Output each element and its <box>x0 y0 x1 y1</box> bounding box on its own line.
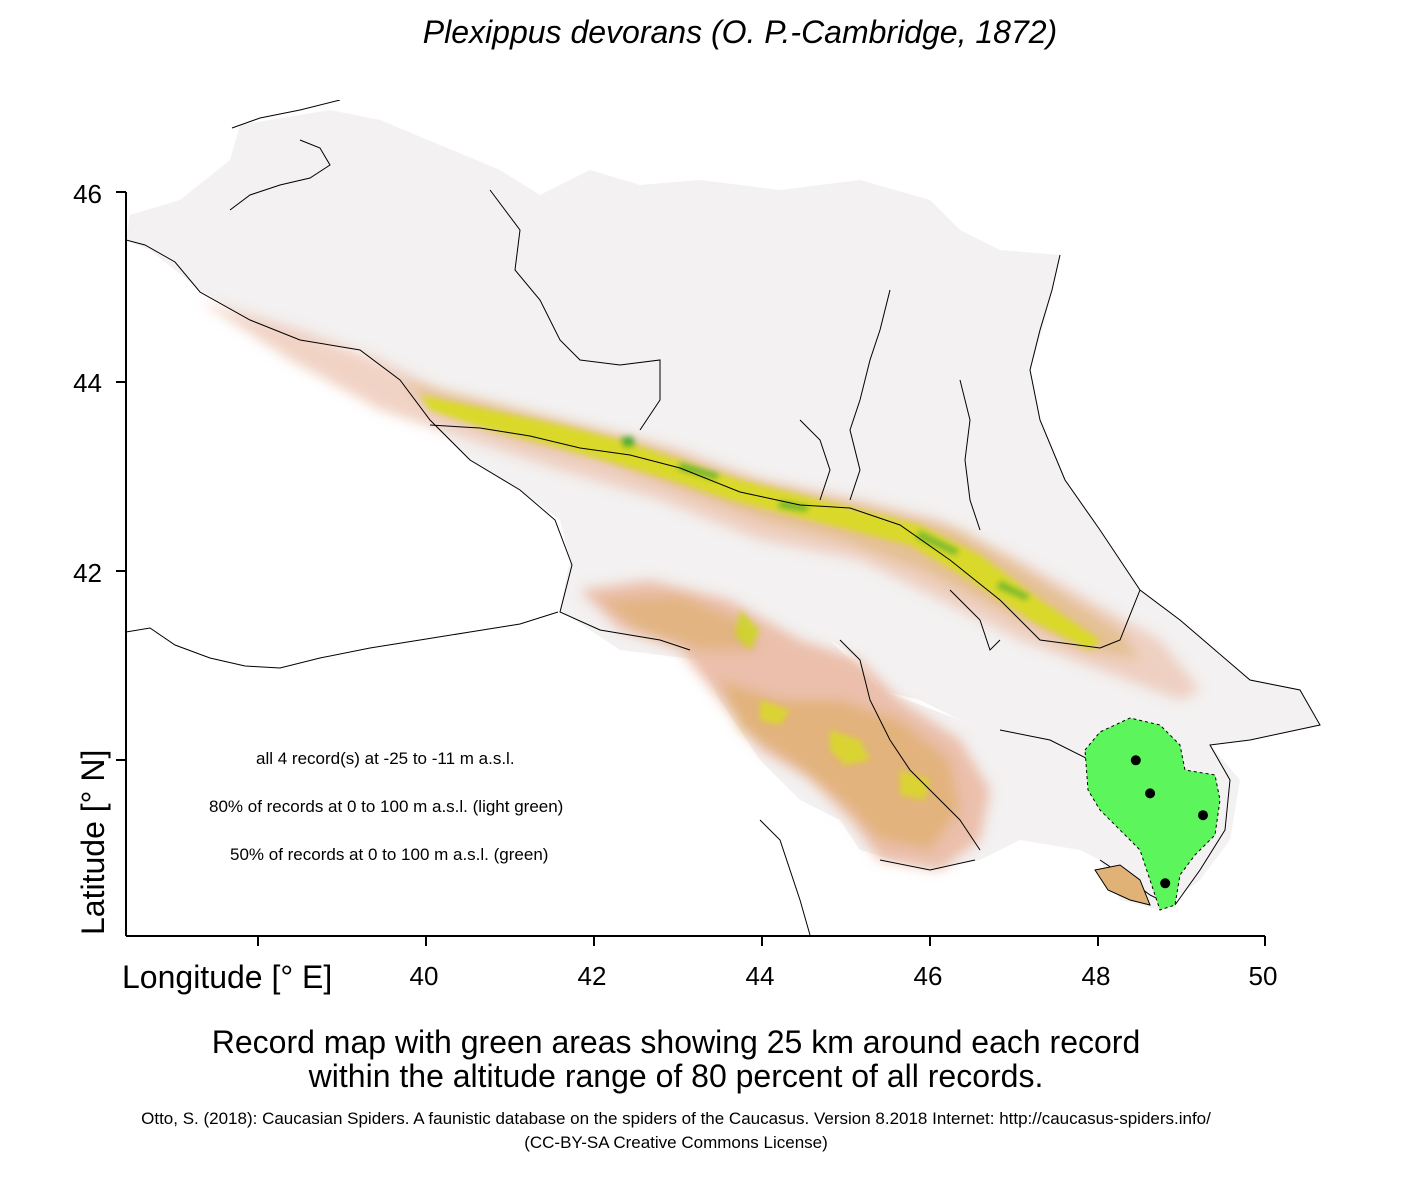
mountain-ridges <box>420 395 1100 800</box>
map-canvas <box>126 100 1321 936</box>
azov-coast <box>229 100 341 211</box>
black-sea-coast <box>126 239 691 651</box>
nakhchivan-border <box>879 859 976 871</box>
boundary-4 <box>799 419 831 501</box>
x-tick-40: 40 <box>410 961 439 991</box>
record-point <box>1198 810 1208 821</box>
record-point <box>1145 788 1156 799</box>
x-tick-46: 46 <box>914 961 943 991</box>
boundary-1 <box>489 189 661 431</box>
azerbaijan-border <box>999 729 1091 761</box>
legend-record-count: all 4 record(s) at -25 to -11 m a.s.l. <box>256 749 515 768</box>
caption-line-2: within the altitude range of 80 percent … <box>308 1058 1044 1094</box>
boundary-6 <box>1099 589 1141 649</box>
crimea-coast <box>126 611 559 669</box>
record-points <box>1130 755 1208 889</box>
y-axis-label: Latitude [° N] <box>75 750 111 935</box>
axes <box>116 191 1266 946</box>
record-point <box>1160 878 1171 889</box>
boundary-5 <box>949 589 1001 651</box>
x-tick-labels: 40 42 44 46 48 50 <box>410 961 1278 991</box>
legend-80-percent: 80% of records at 0 to 100 m a.s.l. (lig… <box>209 797 564 816</box>
armenia-border <box>839 639 981 851</box>
citation-line-1: Otto, S. (2018): Caucasian Spiders. A fa… <box>141 1109 1211 1128</box>
y-tick-labels: 46 44 42 <box>73 179 102 588</box>
record-area-south <box>1094 864 1151 906</box>
record-point <box>1130 755 1141 766</box>
legend-50-percent: 50% of records at 0 to 100 m a.s.l. (gre… <box>230 845 549 864</box>
boundary-3 <box>959 379 981 531</box>
turkey-border <box>759 819 811 936</box>
x-tick-50: 50 <box>1249 961 1278 991</box>
map-caption: Record map with green areas showing 25 k… <box>0 1025 1352 1093</box>
caspian-coast <box>1029 254 1321 906</box>
x-tick-44: 44 <box>746 961 775 991</box>
boundary-2 <box>849 289 891 501</box>
y-tick-44: 44 <box>73 368 102 398</box>
citation-line-2: (CC-BY-SA Creative Commons License) <box>524 1133 828 1152</box>
caption-line-1: Record map with green areas showing 25 k… <box>211 1024 1141 1060</box>
russia-georgia-border <box>429 424 1101 649</box>
y-tick-42: 42 <box>73 558 102 588</box>
map-title: Plexippus devorans (O. P.-Cambridge, 187… <box>422 14 1058 50</box>
x-tick-48: 48 <box>1082 961 1111 991</box>
x-axis-label: Longitude [° E] <box>122 959 332 995</box>
y-tick-46: 46 <box>73 179 102 209</box>
citation: Otto, S. (2018): Caucasian Spiders. A fa… <box>0 1107 1352 1155</box>
coastlines <box>126 100 1321 906</box>
record-area <box>1084 717 1221 911</box>
x-tick-42: 42 <box>578 961 607 991</box>
